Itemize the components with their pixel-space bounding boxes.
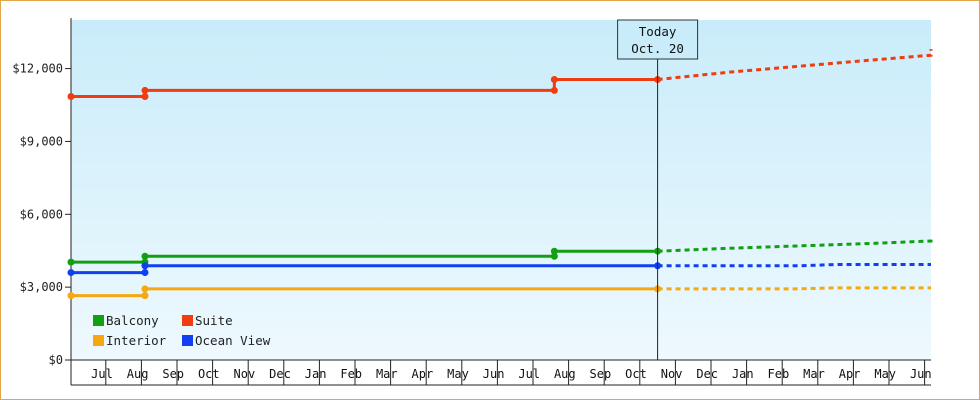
month-label: Jul: [91, 367, 113, 381]
series-point: [141, 292, 149, 300]
series-forecast-line: [657, 286, 931, 291]
y-tick-label: $3,000: [20, 280, 63, 294]
series-point: [550, 76, 558, 83]
today-label-box: [617, 19, 699, 60]
month-label: Jul: [518, 367, 540, 381]
month-label: Dec: [269, 367, 291, 381]
series-point: [67, 269, 75, 277]
series-point: [141, 285, 149, 293]
series-point: [67, 93, 75, 100]
month-label: Jun: [483, 367, 505, 381]
series-point: [141, 93, 149, 100]
y-tick-label: $9,000: [20, 134, 63, 148]
month-label: Nov: [234, 367, 256, 381]
series-point: [67, 292, 75, 300]
series-point: [141, 86, 149, 94]
y-tick-label: $6,000: [20, 207, 63, 221]
legend-label: Suite: [195, 313, 233, 328]
today-label-date: Oct. 20: [631, 41, 684, 56]
series-point: [67, 258, 75, 266]
legend-label: Interior: [106, 333, 167, 348]
month-label: Feb: [768, 367, 790, 381]
series-ocean-view: [67, 262, 931, 277]
month-label: Oct: [625, 367, 647, 381]
month-label: Mar: [803, 367, 825, 381]
series-point: [141, 269, 149, 277]
month-label: Aug: [127, 367, 149, 381]
legend-label: Balcony: [106, 313, 159, 328]
series-balcony: [67, 237, 933, 266]
legend-swatch: [93, 315, 104, 326]
month-label: Oct: [198, 367, 220, 381]
month-label: Apr: [839, 367, 861, 381]
series-forecast-line: [657, 237, 933, 253]
legend-swatch: [93, 335, 104, 346]
series-point: [550, 86, 558, 94]
y-tick-label: $0: [49, 353, 63, 367]
legend-swatch: [182, 335, 193, 346]
month-label: Sep: [162, 367, 184, 381]
series-forecast-line: [657, 263, 931, 268]
month-label: Sep: [590, 367, 612, 381]
series-suite: [67, 49, 933, 100]
y-tick-label: $12,000: [12, 62, 63, 76]
plot-area: [71, 20, 931, 360]
month-label: May: [874, 367, 896, 381]
month-label: Jan: [305, 367, 327, 381]
month-label: Nov: [661, 367, 683, 381]
month-label: Jan: [732, 367, 754, 381]
legend-label: Ocean View: [195, 333, 271, 348]
series-point: [550, 252, 558, 260]
today-label-title: Today: [639, 24, 677, 39]
month-label: Feb: [340, 367, 362, 381]
series-point: [550, 247, 558, 255]
month-label: Mar: [376, 367, 398, 381]
month-label: Dec: [696, 367, 718, 381]
month-label: Apr: [412, 367, 434, 381]
legend-swatch: [182, 315, 193, 326]
month-label: May: [447, 367, 469, 381]
series-point: [141, 252, 149, 260]
series-interior: [67, 285, 931, 300]
month-label: Aug: [554, 367, 576, 381]
series-point: [141, 262, 149, 270]
month-label: Jun: [910, 367, 932, 381]
